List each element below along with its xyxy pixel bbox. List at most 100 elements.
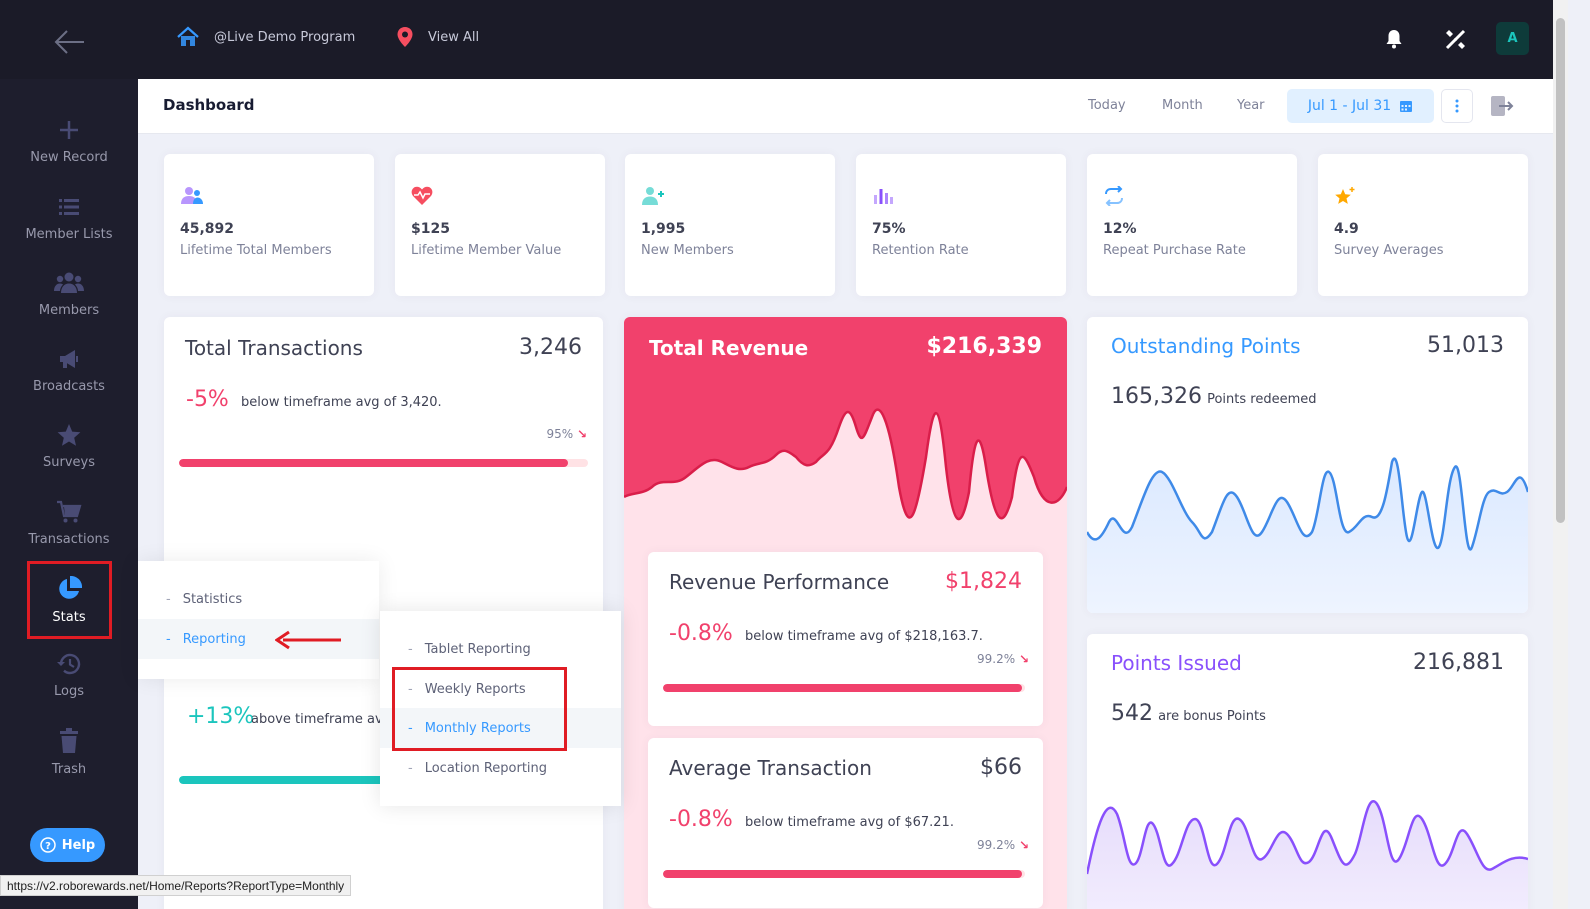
menu-item-weekly-reports[interactable]: - Weekly Reports [408, 681, 526, 697]
menu-dash: - [408, 681, 413, 697]
range-month-button[interactable]: Month [1162, 98, 1203, 113]
menu-dash: - [408, 720, 413, 736]
points-redeemed-label: Points redeemed [1207, 392, 1317, 407]
scrollbar-thumb[interactable] [1556, 18, 1565, 523]
average-transaction-card: Average Transaction $66 -0.8% below time… [648, 738, 1043, 908]
progress-fill [663, 870, 1023, 878]
export-icon[interactable] [1490, 95, 1514, 117]
progress-label: 99.2% ↘ [976, 838, 1029, 852]
tools-icon[interactable] [1444, 28, 1467, 51]
date-range-picker[interactable]: Jul 1 - Jul 31 [1287, 89, 1434, 123]
menu-dash: - [166, 591, 171, 607]
program-label: @Live Demo Program [214, 29, 356, 45]
card-title: Points Issued [1111, 651, 1242, 675]
subheader: Dashboard Today Month Year Jul 1 - Jul 3… [138, 79, 1553, 134]
calendar-icon [1400, 101, 1413, 112]
card-value: 51,013 [1427, 333, 1504, 358]
star-sparkle-icon [1335, 187, 1355, 204]
annotation-arrow-icon [275, 630, 341, 650]
sidebar-item-stats[interactable]: Stats [0, 576, 138, 646]
top-bar: @Live Demo Program View All A [0, 0, 1553, 79]
outstanding-points-line-chart [1087, 457, 1528, 613]
menu-dash: - [166, 631, 171, 647]
outstanding-points-card: Outstanding Points 51,013 165,326 Points… [1087, 317, 1528, 613]
cart-icon [57, 500, 82, 523]
progress-fill [663, 684, 1023, 692]
card-value: $216,339 [926, 334, 1042, 359]
points-issued-line-chart [1087, 800, 1528, 909]
card-value: 3,246 [519, 335, 582, 360]
sidebar-item-logs[interactable]: Logs [0, 652, 138, 722]
stat-card-total-members: 45,892 Lifetime Total Members [164, 154, 374, 296]
pie-chart-icon [59, 576, 82, 599]
sidebar-item-trash[interactable]: Trash [0, 728, 138, 798]
bar-chart-icon [874, 189, 893, 204]
second-delta-note: above timeframe av [251, 712, 383, 727]
stat-card-retention-rate: 75% Retention Rate [856, 154, 1066, 296]
progress-label: 95% ↘ [546, 427, 587, 441]
users-icon [54, 272, 84, 293]
location-pin-icon [397, 27, 413, 47]
outstanding-line [1087, 457, 1528, 551]
outstanding-area [1087, 458, 1528, 613]
page-title: Dashboard [163, 96, 255, 114]
menu-item-location-reporting[interactable]: - Location Reporting [408, 760, 548, 776]
trash-icon [60, 728, 78, 753]
list-icon [59, 199, 79, 215]
progress-bar [663, 684, 1025, 692]
view-all-link[interactable]: View All [396, 26, 479, 48]
second-delta-percent: +13% [187, 704, 255, 729]
view-all-label: View All [428, 29, 480, 45]
progress-fill [179, 459, 568, 467]
points-issued-line [1087, 800, 1528, 875]
menu-item-statistics[interactable]: - Statistics [166, 591, 243, 607]
points-issued-area [1087, 801, 1528, 909]
avatar[interactable]: A [1496, 22, 1529, 55]
bonus-points-value: 542 [1111, 701, 1153, 726]
more-options-button[interactable] [1441, 89, 1473, 123]
delta-percent: -0.8% [669, 621, 733, 646]
back-arrow-icon[interactable] [52, 24, 88, 60]
points-redeemed-row: 165,326 Points redeemed [1111, 384, 1316, 409]
bonus-points-label: are bonus Points [1158, 709, 1266, 724]
revenue-line [624, 408, 1067, 521]
history-icon [57, 653, 81, 675]
sidebar-item-transactions[interactable]: Transactions [0, 500, 138, 570]
sidebar-item-new-record[interactable]: New Record [0, 118, 138, 188]
plus-icon [60, 121, 78, 139]
range-year-button[interactable]: Year [1237, 98, 1265, 113]
sidebar-item-members[interactable]: Members [0, 271, 138, 341]
help-button[interactable]: ? Help [30, 828, 105, 862]
bonus-points-row: 542 are bonus Points [1111, 701, 1266, 726]
repeat-icon [1105, 186, 1123, 206]
menu-item-monthly-reports[interactable]: - Monthly Reports [380, 708, 621, 748]
bell-icon[interactable] [1383, 28, 1405, 50]
stats-flyout-menu: - Statistics - Reporting [138, 561, 379, 679]
range-today-button[interactable]: Today [1088, 98, 1126, 113]
delta-percent: -0.8% [669, 807, 733, 832]
sidebar-item-member-lists[interactable]: Member Lists [0, 195, 138, 265]
delta-note: below timeframe avg of 3,420. [241, 395, 442, 410]
sidebar-item-broadcasts[interactable]: Broadcasts [0, 347, 138, 417]
menu-item-tablet-reporting[interactable]: - Tablet Reporting [408, 641, 531, 657]
points-redeemed-value: 165,326 [1111, 384, 1202, 409]
revenue-area [624, 317, 1067, 520]
card-title: Total Revenue [649, 336, 809, 360]
sidebar [0, 79, 138, 909]
stat-card-new-members: 1,995 New Members [625, 154, 835, 296]
status-bar-url: https://v2.roborewards.net/Home/Reports?… [0, 875, 352, 896]
menu-dash: - [408, 641, 413, 657]
reporting-flyout-menu: - Tablet Reporting - Weekly Reports - Month… [380, 611, 621, 806]
users-icon [181, 187, 203, 204]
menu-dash: - [408, 760, 413, 776]
sidebar-item-surveys[interactable]: Surveys [0, 423, 138, 493]
card-value: $66 [980, 755, 1022, 780]
help-circle-icon: ? [40, 837, 56, 853]
megaphone-icon [60, 350, 78, 368]
progress-bar [663, 870, 1025, 878]
program-link[interactable]: @Live Demo Program [176, 26, 355, 48]
card-value: 216,881 [1413, 650, 1504, 675]
card-title: Total Transactions [185, 336, 363, 360]
card-title: Outstanding Points [1111, 334, 1301, 358]
svg-text:?: ? [45, 841, 51, 852]
